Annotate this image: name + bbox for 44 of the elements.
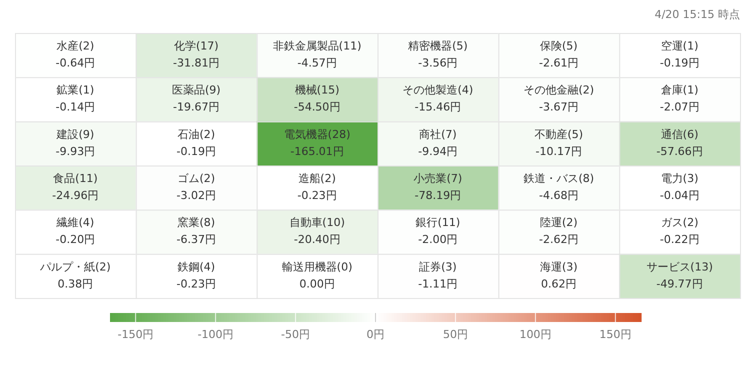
data-label: 輸送用機器(0) 0.00円 — [282, 260, 352, 290]
color-bar-label: -100円 — [198, 328, 234, 341]
data-label: 陸運(2) -2.62円 — [539, 216, 578, 246]
data-label: 小売業(7) -78.19円 — [414, 172, 462, 202]
data-label: 自動車(10) -20.40円 — [289, 216, 345, 246]
color-bar-label: 50円 — [442, 328, 468, 341]
data-label: 非鉄金属製品(11) -4.57円 — [272, 39, 362, 70]
data-label: 証券(3) -1.11円 — [418, 260, 458, 290]
data-label: 精密機器(5) -3.56円 — [408, 39, 468, 70]
data-label: 倉庫(1) -2.07円 — [660, 84, 700, 114]
data-label: 鉱業(1) -0.14円 — [56, 84, 96, 114]
color-bar-label: 100円 — [519, 328, 552, 341]
data-label: 繊維(4) -0.20円 — [56, 216, 96, 246]
color-bar-label: -150円 — [118, 328, 154, 341]
data-label: ゴム(2) -3.02円 — [176, 172, 216, 202]
data-label: 建設(9) -9.93円 — [56, 128, 96, 158]
data-label: 銀行(11) -2.00円 — [416, 216, 460, 246]
color-bar-label: 0円 — [366, 328, 384, 341]
data-label: 電力(3) -0.04円 — [660, 172, 700, 202]
data-label: その他金融(2) -3.67円 — [523, 84, 594, 114]
data-label: 商社(7) -9.94円 — [418, 128, 458, 158]
data-label: 食品(11) -24.96円 — [52, 172, 99, 202]
data-label: 水産(2) -0.64円 — [56, 39, 96, 70]
data-label: 化学(17) -31.81円 — [173, 39, 220, 70]
data-label: 保険(5) -2.61円 — [539, 39, 578, 70]
data-label: パルプ・紙(2) 0.38円 — [39, 260, 111, 290]
data-label: 鉄鋼(4) -0.23円 — [176, 260, 216, 290]
chart-subtitle: 4/20 15:15 時点 — [654, 8, 740, 21]
data-label: 窯業(8) -6.37円 — [176, 216, 216, 246]
data-label: 機械(15) -54.50円 — [294, 84, 340, 114]
data-label: ガス(2) -0.22円 — [660, 216, 700, 246]
data-label: 造船(2) -0.23円 — [297, 172, 337, 202]
data-label: 石油(2) -0.19円 — [176, 128, 216, 158]
color-bar-label: -50円 — [281, 328, 310, 341]
data-label: 電気機器(28) -165.01円 — [284, 128, 350, 158]
data-label: 鉄道・バス(8) -4.68円 — [523, 172, 594, 202]
data-label: 不動産(5) -10.17円 — [534, 128, 584, 158]
color-bar-label: 150円 — [599, 328, 632, 341]
data-label: 空運(1) -0.19円 — [660, 39, 700, 70]
data-label: サービス(13) -49.77円 — [646, 260, 713, 290]
data-label: 医薬品(9) -19.67円 — [172, 84, 221, 114]
data-label: 通信(6) -57.66円 — [656, 128, 703, 158]
data-label: 海運(3) 0.62円 — [540, 260, 578, 290]
data-label: その他製造(4) -15.46円 — [402, 84, 474, 114]
